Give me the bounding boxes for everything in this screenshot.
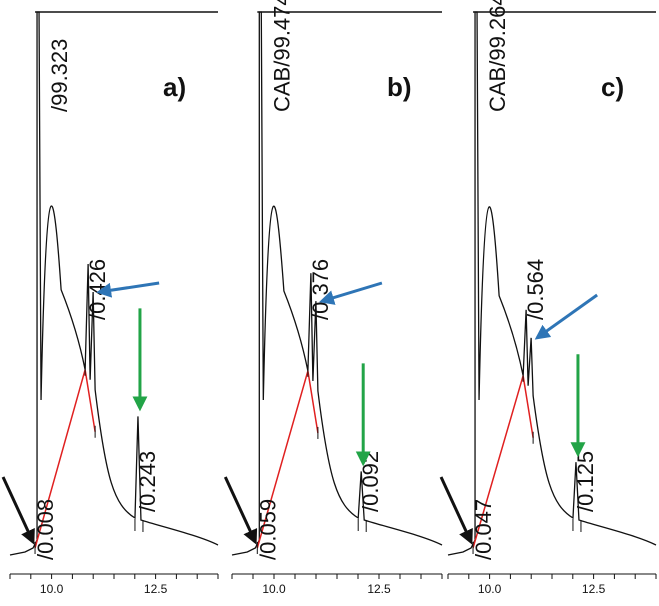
black-arrow (223, 476, 258, 545)
blue-arrow (96, 281, 160, 298)
peak-label: /0.376 (308, 259, 333, 320)
black-arrow (1, 476, 35, 545)
peak-label: CAB/99.474 (269, 0, 294, 112)
black-arrow (439, 476, 473, 545)
peak-label: /0.059 (255, 499, 280, 560)
chromatogram-trace (231, 11, 443, 556)
panel-letter: a) (163, 72, 186, 102)
x-tick-label: 12.5 (367, 582, 391, 596)
peak-label: /0.564 (523, 259, 548, 320)
peak-label: CAB/99.264 (485, 0, 510, 112)
blue-arrow (319, 281, 383, 305)
peak-label: /0.125 (573, 451, 598, 512)
panel-letter: b) (387, 72, 412, 102)
chromatogram-trace (9, 11, 219, 556)
panel-letter: c) (601, 72, 624, 102)
x-tick-label: 10.0 (40, 582, 64, 596)
x-tick-label: 10.0 (262, 582, 286, 596)
chart-panel-1: 10.0 12.5/0.008/99.323/0.426/0.243 a) (1, 11, 219, 596)
chromatogram-trace (447, 11, 657, 556)
peak-label: /0.047 (471, 499, 496, 560)
peak-label: /0.426 (85, 259, 110, 320)
peak-label: /99.323 (47, 39, 72, 112)
x-tick-label: 10.0 (478, 582, 502, 596)
peak-label: /0.008 (33, 499, 58, 560)
chart-panel-3: 10.0 12.5/0.047 CAB/99.264/0.564/0.125 c) (439, 0, 657, 596)
blue-arrow (534, 293, 598, 340)
x-tick-label: 12.5 (144, 582, 168, 596)
peak-label: /0.243 (135, 451, 160, 512)
x-tick-label: 12.5 (582, 582, 606, 596)
